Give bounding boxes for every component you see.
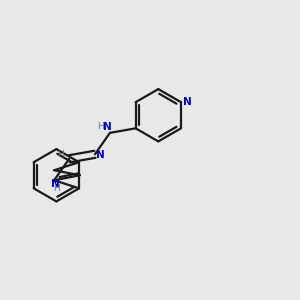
Text: N: N (51, 178, 60, 189)
Text: N: N (103, 122, 111, 132)
Text: H: H (97, 122, 104, 130)
Text: N: N (183, 97, 192, 107)
Text: H: H (57, 150, 64, 159)
Text: H: H (53, 184, 60, 194)
Text: N: N (96, 150, 105, 160)
